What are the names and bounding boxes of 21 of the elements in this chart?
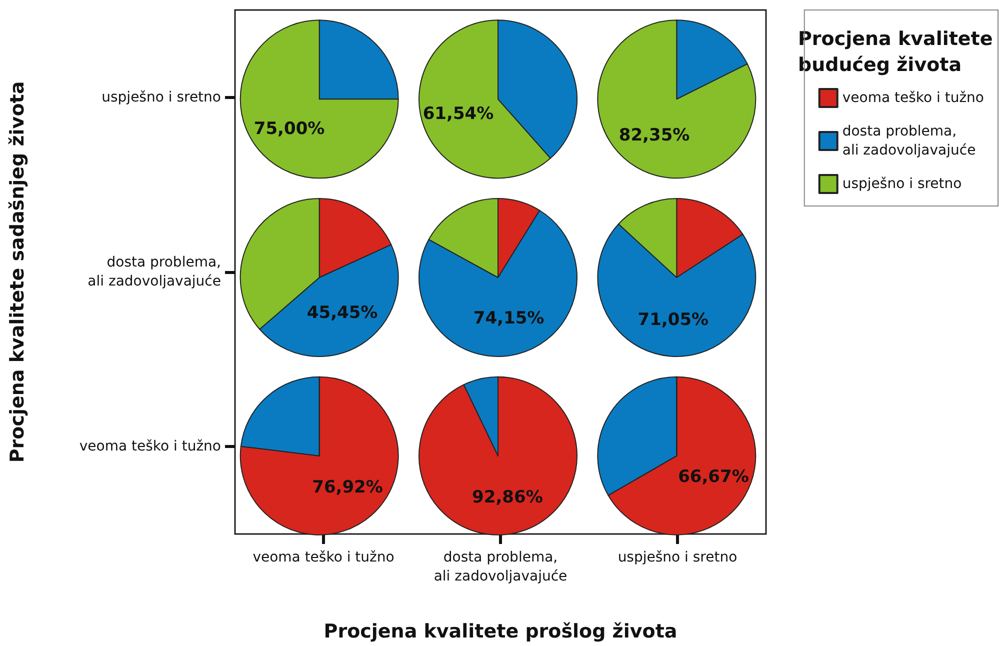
data-label: 61,54% [422,104,494,124]
data-label: 92,86% [472,487,543,508]
category-label: veoma teško i tužno [79,438,221,455]
legend-label: dosta problema, ali zadovoljavajuće [842,124,976,158]
data-label: 71,05% [638,310,709,330]
legend-label: veoma teško i tužno [842,90,984,106]
data-label: 76,92% [312,478,383,498]
category-label: uspješno i sretno [618,550,738,566]
legend-title: Procjena kvalitete budućeg života [798,28,993,76]
text: Procjena kvalitete sadašnjeg života [6,81,28,463]
data-label: 45,45% [306,303,378,324]
legend-label: uspješno i sretno [842,176,962,192]
data-label: 82,35% [618,125,690,146]
category-label: dosta problema, ali zadovoljavajuće [434,550,568,584]
category-label: veoma teško i tužno [252,550,394,566]
data-label: 74,15% [473,308,544,329]
category-label: dosta problema, ali zadovoljavajuće [88,254,221,290]
data-label: 66,67% [678,467,749,488]
category-label: uspješno i sretno [102,89,221,106]
text: Procjena kvalitete prošlog života [324,620,678,642]
data-label: 75,00% [254,119,325,140]
